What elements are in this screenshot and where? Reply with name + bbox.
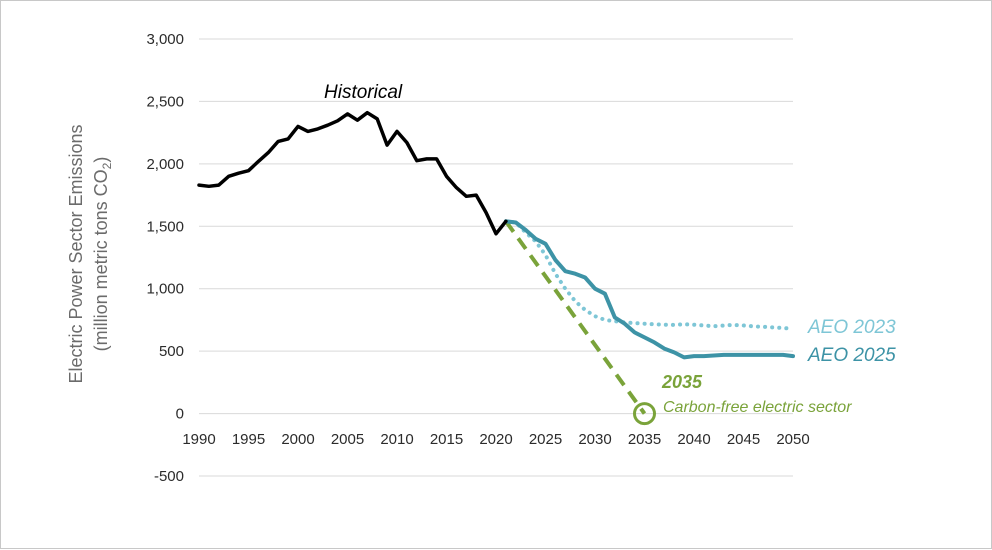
gridlines [199,38,793,477]
historical-label: Historical [324,82,403,103]
y-tick-label: 2,500 [146,93,184,110]
x-tick-label: 2010 [380,431,413,448]
y-tick-label: -500 [154,468,184,485]
y-tick-label: 500 [159,343,184,360]
x-tick-label: 2045 [727,431,760,448]
y-axis-title-subscript: 2 [100,162,114,169]
series-lines [197,110,795,426]
y-tick-label: 3,000 [146,31,184,48]
y-tick-label: 0 [176,406,184,423]
x-tick-label: 2005 [331,431,364,448]
aeo2025-series-line [503,219,795,360]
x-tick-label: 2040 [677,431,710,448]
y-axis-title-suffix: ) [91,157,111,163]
y-tick-label: 1,000 [146,281,184,298]
x-tick-label: 1990 [182,431,215,448]
y-axis-title-prefix: (million metric tons CO [91,169,111,351]
aeo2023-series-line [503,219,795,331]
y-axis-ticks: -500 0 500 1,000 1,500 2,000 2,500 3,000 [146,31,184,485]
x-tick-label: 2020 [479,431,512,448]
x-axis-ticks: 1990 1995 2000 2005 2010 2015 2020 2025 2030 2035… [182,431,809,448]
historical-series-line [197,110,508,236]
x-tick-label: 1995 [232,431,265,448]
x-tick-label: 2030 [578,431,611,448]
target-year-label: 2035 [661,372,703,392]
y-tick-label: 2,000 [146,156,184,173]
x-tick-label: 2050 [776,431,809,448]
aeo2023-label: AEO 2023 [807,317,896,338]
aeo2025-label: AEO 2025 [807,345,896,366]
x-tick-label: 2035 [628,431,661,448]
x-tick-label: 2025 [529,431,562,448]
x-tick-label: 2000 [281,431,314,448]
y-axis-title-line1: Electric Power Sector Emissions [66,124,86,383]
target-description-label: Carbon-free electric sector [663,399,852,416]
y-tick-label: 1,500 [146,218,184,235]
x-tick-label: 2015 [430,431,463,448]
target-series-line [504,220,647,415]
y-axis-title-line2: (million metric tons CO2) [91,157,114,352]
target-marker-circle [633,402,656,426]
